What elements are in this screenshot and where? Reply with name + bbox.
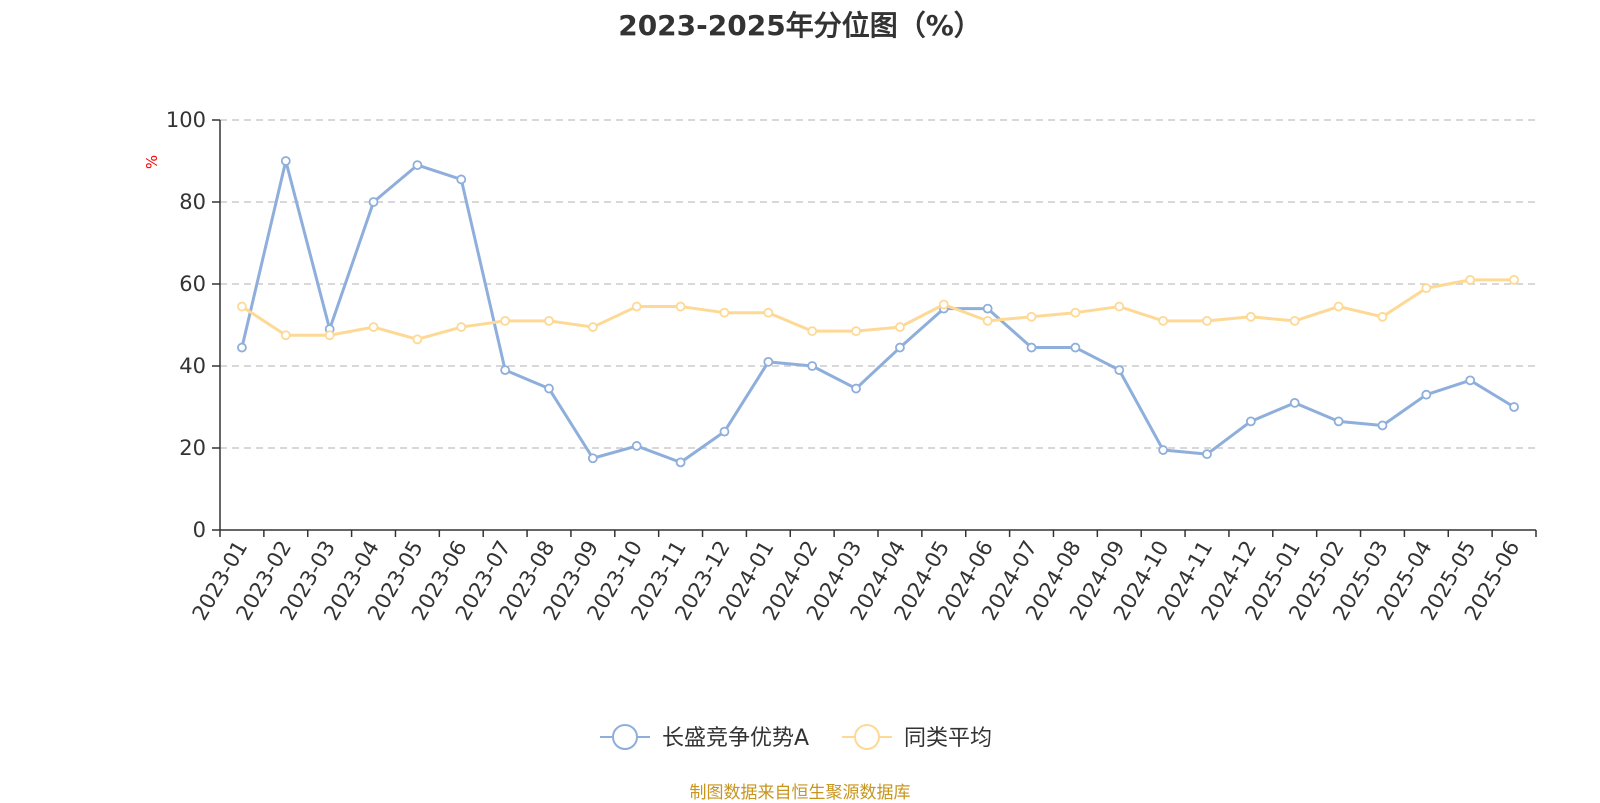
data-point <box>500 365 511 376</box>
data-point <box>1245 311 1256 322</box>
data-point <box>1465 375 1476 386</box>
series-line <box>240 159 1515 464</box>
data-point <box>851 383 861 394</box>
data-point <box>1333 301 1344 312</box>
data-point <box>1465 274 1476 285</box>
data-point <box>1202 449 1212 460</box>
y-tick-label: 60 <box>179 272 206 296</box>
legend-item[interactable]: 同类平均 <box>842 724 992 751</box>
legend-label: 长盛竞争优势A <box>662 726 809 751</box>
data-point <box>1202 315 1212 326</box>
data-point <box>1289 397 1300 408</box>
data-point <box>587 322 598 332</box>
data-point <box>1070 342 1081 353</box>
data-point <box>807 361 818 371</box>
y-tick-label: 80 <box>179 190 206 214</box>
data-point <box>1026 342 1037 353</box>
y-tick-label: 100 <box>166 108 206 132</box>
data-point <box>1377 311 1388 322</box>
data-point <box>368 197 379 207</box>
data-point <box>368 322 379 332</box>
data-point <box>544 383 554 394</box>
source-note: 制图数据来自恒生聚源数据库 <box>689 783 911 803</box>
series-line <box>241 278 1515 341</box>
data-point <box>324 330 335 341</box>
data-point <box>895 322 905 332</box>
data-point <box>1333 416 1344 427</box>
legend-label: 同类平均 <box>904 726 992 751</box>
data-point <box>807 326 818 337</box>
y-axis-unit-label: % <box>143 155 161 169</box>
data-point <box>412 160 423 171</box>
data-point <box>1421 283 1432 294</box>
data-point <box>1509 274 1519 285</box>
series-lines <box>237 156 1519 468</box>
data-point <box>763 356 774 367</box>
data-point <box>500 315 511 326</box>
data-point <box>237 342 247 353</box>
data-point <box>1509 402 1519 412</box>
legend[interactable]: 长盛竞争优势A 同类平均 <box>600 724 992 751</box>
data-point <box>544 315 554 326</box>
data-point <box>719 307 730 318</box>
legend-circle-icon <box>854 724 880 750</box>
data-point <box>1158 445 1169 455</box>
data-point <box>1245 416 1256 427</box>
legend-item[interactable]: 长盛竞争优势A <box>600 724 809 751</box>
legend-circle-icon <box>612 724 638 750</box>
data-point <box>1114 365 1125 376</box>
data-point <box>675 301 686 312</box>
data-point <box>675 457 686 468</box>
data-point <box>1026 311 1037 322</box>
data-point <box>280 330 291 341</box>
data-point <box>280 156 291 166</box>
y-tick-label: 0 <box>193 518 206 542</box>
data-point <box>1377 420 1388 431</box>
data-point <box>1070 307 1081 318</box>
data-point <box>412 334 423 345</box>
chart-title: 2023-2025年分位图（%） <box>618 9 982 42</box>
data-point <box>631 301 642 312</box>
data-point <box>982 303 993 314</box>
data-point <box>719 426 730 437</box>
y-tick-label: 40 <box>179 354 206 378</box>
data-point <box>763 307 774 318</box>
data-point <box>895 342 905 353</box>
data-point <box>851 326 861 337</box>
data-point <box>1114 301 1125 312</box>
data-point <box>1158 315 1169 326</box>
y-tick-label: 20 <box>179 436 206 460</box>
data-point <box>631 441 642 451</box>
data-point <box>1421 389 1432 400</box>
data-point <box>587 453 598 464</box>
data-point <box>1289 315 1300 326</box>
data-point <box>237 301 247 312</box>
series-group <box>237 274 1519 345</box>
series-group <box>237 156 1519 468</box>
data-point <box>456 174 467 185</box>
grid-lines <box>220 119 1536 449</box>
data-point <box>938 299 949 310</box>
data-point <box>982 315 993 326</box>
data-point <box>456 322 467 332</box>
